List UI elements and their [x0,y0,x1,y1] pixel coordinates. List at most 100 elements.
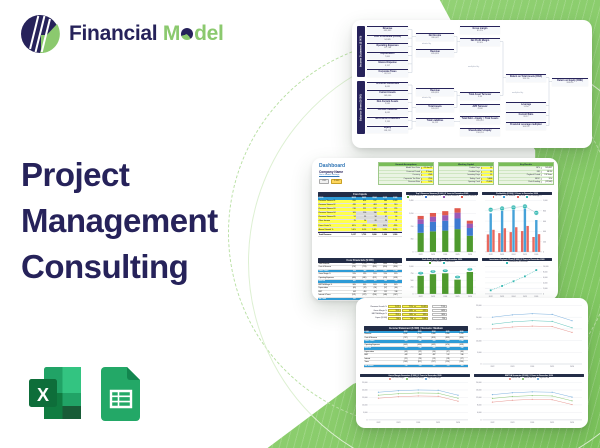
svg-text:5,000: 5,000 [363,412,367,414]
legend-item: EBITDA [516,196,525,198]
flow-box: Revenue 635,893 [367,26,408,34]
flow-box: Leverage 1.05x [506,102,546,110]
cell: 442 [353,290,356,293]
input-cell: 25% [388,312,401,317]
scenario-input-row: EBITDA Margin % 25% 30% 35% 30% [364,312,447,317]
units-button: $ 000 [331,178,343,184]
svg-text:1,000: 1,000 [409,266,413,268]
svg-text:2022: 2022 [489,253,493,255]
svg-text:0: 0 [543,251,544,253]
legend-item: Revenue Stream 02 [424,196,441,198]
svg-text:0: 0 [367,419,368,421]
cell: 316 [404,364,408,367]
cell: (430) [417,343,422,346]
svg-text:20,000: 20,000 [362,389,367,391]
cell: 850 [352,200,356,203]
flow-connector-lines [408,29,552,130]
page-title: Project Management Consulting [21,152,218,290]
row-label: Forecast Period [406,170,420,173]
flow-box-value: 635,893 [383,30,392,33]
flow-box-value: 3,157 [384,64,391,67]
flow-box-label: Non-Current Liabilities [375,118,400,121]
cell: (111) [417,361,422,364]
row-label: Gross Margin % [373,309,387,312]
balance-sheet-side-label: Balance Sheet ($ 000) [357,81,365,134]
flow-box-value: 94,085 [384,38,391,41]
row-value: 10% [421,181,433,184]
operator-label: divided by [422,97,432,99]
cell: 900 [404,340,408,343]
svg-text:2025: 2025 [550,421,554,423]
flow-box-value: 165,937 [431,108,439,111]
cell: 516 [363,280,367,283]
cell: (54) [432,350,436,353]
chart-title: Investment Payback Chart ($ 000) | 5 Yea… [482,258,552,262]
cell: (737) [351,266,356,269]
input-cell: 7.5% [401,305,415,309]
cell: (813) [431,336,436,339]
flow-box-value: 1.05x [523,106,529,109]
cell: 491 [353,280,356,283]
cell: (498) [459,343,464,346]
row-label: NPV [536,167,540,170]
cell: (134) [372,294,377,297]
flow-box: Non-Current Liabilities 2,131 [367,116,408,125]
cell: 45% [352,224,356,227]
cell: 536 [394,290,398,293]
svg-text:20,000: 20,000 [476,382,481,384]
flow-box: Return on Equity (ROE) 208.8% [552,78,588,86]
flow-box: Interest Expense 3,157 [367,60,408,68]
svg-text:0: 0 [543,293,544,295]
svg-text:2025: 2025 [436,421,440,423]
svg-text:5,000: 5,000 [477,352,482,354]
cell: (54) [373,287,377,290]
flow-box-label: Revenue [430,50,440,53]
cell: (430) [362,276,367,279]
svg-text:2025: 2025 [550,366,554,368]
legend-item: High Gross Margin [425,378,441,380]
chart-legend: Low EBITDA Medium EBITDA High EBITDA [474,377,584,380]
cell: 1,033 [392,200,398,203]
cell: (130) [459,361,464,364]
cell: 1,806 [431,333,436,336]
assumptions-table-title: Key Results [499,163,553,167]
cell: 351 [432,364,436,367]
cell: 30% [394,283,398,286]
flow-box-value: 3.83 [477,96,483,99]
assumptions-table: Working Capital Debtor Days 30 Creditor Day… [438,162,494,185]
svg-text:2026: 2026 [456,421,460,423]
svg-text:2023: 2023 [500,295,504,297]
row-value: 15 [481,174,493,177]
svg-text:2023: 2023 [510,421,514,423]
table-row: EBIT 442 464 487 512 536 [364,354,468,358]
cell: 45% [362,224,367,227]
flow-box-value: 208.8% [566,82,574,85]
chart-legend: Net Profit Total Revenue EBITDA EBITDA Marg… [482,195,552,198]
row-label: Annual Growth % [318,228,334,231]
input-cell: 750 [401,316,415,320]
flow-box: Total Assets 165,937 [416,104,454,112]
cell: (21) [404,357,408,360]
scenario-input-row: Gross Margin % 55% 60% 65% 60% [364,309,447,313]
flow-box-value: 158,251 [476,132,484,135]
svg-text:8,000: 8,000 [477,404,481,406]
header-cell: 2026 [393,196,398,199]
flow-box-label: Operating Expenses [376,44,399,47]
header-cell: 2023 [361,196,367,199]
file-format-badges: X [26,364,144,422]
row-label: Total Revenue [318,233,332,236]
flow-box-label: Net Profit Margin [470,39,490,42]
row-label: Operating Expenses [318,276,334,279]
flow-box-value: 199.1% [522,78,530,81]
table-row: Other Income 25 26 28 29 31 [318,220,402,225]
flow-box-label: Current Ratio [518,113,534,116]
row-label: Currency [412,174,420,177]
svg-text:54%: 54% [512,207,516,209]
flow-box: Current Liabilities 8,081 [367,107,408,116]
legend-item: Medium Gross Margin [405,378,424,380]
svg-text:2024: 2024 [416,421,420,423]
table-row: Gross Profit 900 946 993 1,043 1,094 [318,269,402,274]
chart-title: Top 5 Revenue Streams ($ 000) | 5 Years … [406,192,478,196]
flow-box: Total Asset Turnover 3.83 [460,92,500,100]
cell: (121) [351,294,356,297]
